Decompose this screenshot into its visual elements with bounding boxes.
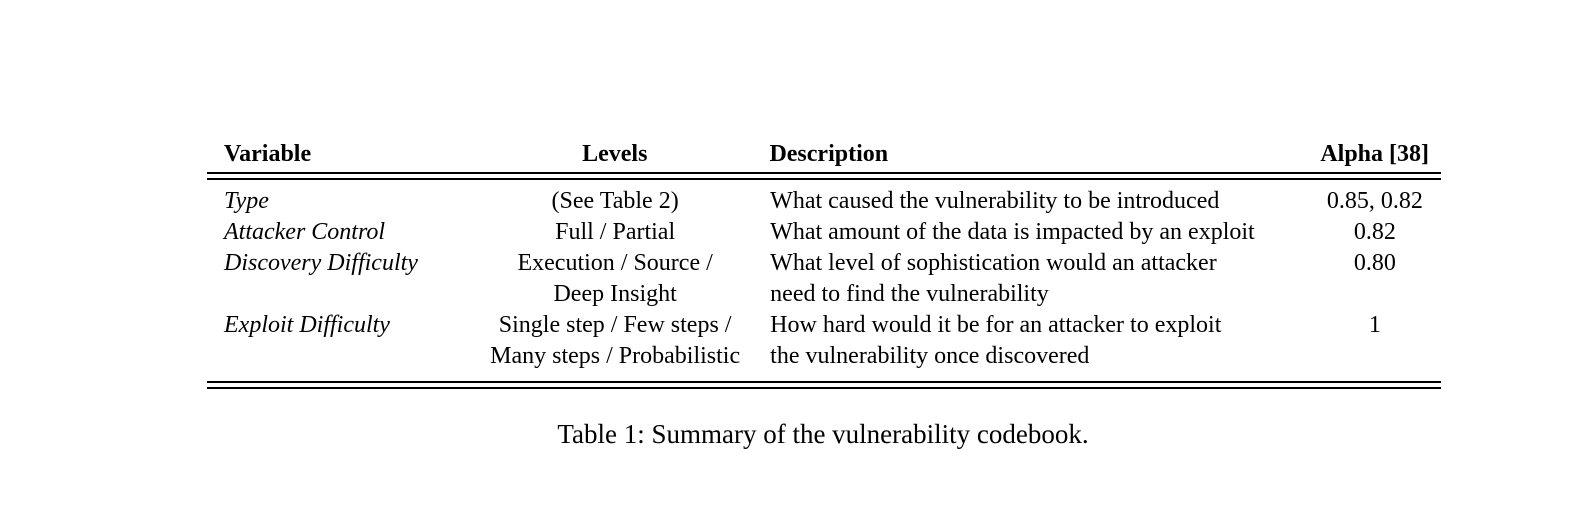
header-rule-bottom: [207, 178, 1441, 180]
cell-levels: Single step / Few steps / Many steps / Pr…: [461, 310, 769, 372]
header-variable: Variable: [224, 140, 312, 167]
header-description: Description: [769, 140, 889, 167]
cell-alpha: 0.82: [1353, 219, 1396, 245]
levels-line: Full / Partial: [555, 219, 676, 245]
cell-description: How hard would it be for an attacker to …: [769, 310, 1309, 372]
description-line: What level of sophistication would an at…: [770, 250, 1217, 276]
cell-levels: Execution / Source / Deep Insight: [461, 248, 769, 310]
footer-rule-bottom: [207, 387, 1441, 389]
footer-rule-top: [207, 381, 1441, 383]
description-line: What caused the vulnerability to be intr…: [770, 188, 1220, 214]
description-line: the vulnerability once discovered: [770, 343, 1090, 369]
cell-levels: Full / Partial: [461, 217, 769, 248]
header-rule-top: [207, 172, 1441, 174]
levels-line: Deep Insight: [553, 281, 677, 307]
table-header: Variable Levels Description Alpha [38]: [207, 137, 1441, 171]
table-caption: Table 1: Summary of the vulnerability co…: [557, 419, 1089, 449]
table-row: Type (See Table 2) What caused the vulnera…: [207, 186, 1441, 217]
description-line: What amount of the data is impacted by a…: [770, 219, 1255, 245]
header-levels: Levels: [582, 140, 648, 167]
levels-line: (See Table 2): [551, 188, 679, 214]
description-line: How hard would it be for an attacker to …: [770, 312, 1222, 338]
cell-description: What level of sophistication would an at…: [769, 248, 1309, 310]
table-row: Attacker Control Full / Partial What amoun…: [207, 217, 1441, 248]
header-alpha: Alpha [38]: [1320, 140, 1429, 167]
cell-variable: Type: [224, 188, 269, 214]
table-row: Discovery Difficulty Execution / Source /…: [207, 248, 1441, 310]
cell-description: What amount of the data is impacted by a…: [769, 217, 1309, 248]
table-row: Exploit Difficulty Single step / Few step…: [207, 310, 1441, 372]
cell-variable: Attacker Control: [224, 219, 386, 245]
cell-alpha: 0.80: [1353, 250, 1396, 276]
cell-alpha: 1: [1368, 312, 1381, 338]
cell-description: What caused the vulnerability to be intr…: [769, 186, 1309, 217]
levels-line: Many steps / Probabilistic: [490, 343, 741, 369]
table-header-row: Variable Levels Description Alpha [38]: [207, 137, 1441, 171]
cell-levels: (See Table 2): [461, 186, 769, 217]
cell-alpha: 0.85, 0.82: [1326, 188, 1423, 214]
table-body: Type (See Table 2) What caused the vulnera…: [207, 186, 1441, 372]
cell-variable: Exploit Difficulty: [224, 312, 390, 338]
levels-line: Execution / Source /: [517, 250, 713, 276]
cell-variable: Discovery Difficulty: [224, 250, 418, 276]
levels-line: Single step / Few steps /: [498, 312, 732, 338]
description-line: need to find the vulnerability: [770, 281, 1049, 307]
